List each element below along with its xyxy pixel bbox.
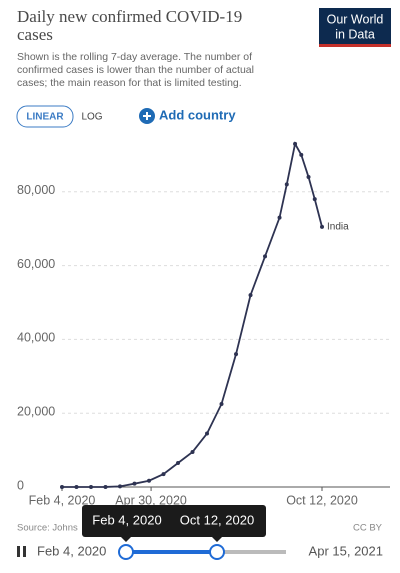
add-country[interactable]: Add country	[139, 107, 236, 124]
series-label: India	[327, 221, 349, 232]
data-point	[89, 485, 93, 489]
tooltip: Feb 4, 2020 Oct 12, 2020	[82, 505, 266, 542]
y-tick-label: 0	[17, 478, 24, 492]
data-point	[162, 472, 166, 476]
page: Daily new confirmed COVID-19 cases Shown…	[0, 0, 400, 573]
data-point	[234, 352, 238, 356]
data-point	[299, 153, 303, 157]
play-button[interactable]	[17, 546, 26, 557]
data-point	[104, 485, 108, 489]
x-tick-label: Oct 12, 2020	[286, 493, 358, 507]
y-tick-label: 60,000	[17, 257, 55, 271]
data-point	[118, 484, 122, 488]
data-point	[249, 293, 253, 297]
data-point	[220, 402, 224, 406]
logo-text: Our World	[327, 12, 384, 26]
data-point	[293, 142, 297, 146]
data-point	[60, 485, 64, 489]
chart-subtitle: confirmed cases is lower than the number…	[17, 64, 254, 76]
data-point	[75, 485, 79, 489]
y-tick-label: 40,000	[17, 331, 55, 345]
logo-text: in Data	[335, 27, 375, 41]
data-point	[285, 182, 289, 186]
data-point	[133, 482, 137, 486]
timeline-end: Apr 15, 2021	[309, 543, 383, 558]
linear-label: LINEAR	[26, 112, 64, 123]
tooltip-start: Feb 4, 2020	[92, 512, 161, 527]
data-point	[191, 450, 195, 454]
y-tick-label: 80,000	[17, 183, 55, 197]
timeline: Feb 4, 2020 Apr 15, 2021	[17, 543, 383, 559]
logo[interactable]: Our World in Data	[319, 8, 391, 47]
data-point	[263, 254, 267, 258]
data-point	[147, 479, 151, 483]
timeline-handle[interactable]	[210, 545, 224, 559]
timeline-handle[interactable]	[119, 545, 133, 559]
data-point	[320, 225, 324, 229]
chart-title: cases	[17, 25, 53, 44]
plot: 020,00040,00060,00080,000Feb 4, 2020Apr …	[17, 142, 390, 507]
tooltip-end: Oct 12, 2020	[180, 512, 254, 527]
chart-subtitle: cases; the main reason for that is limit…	[17, 77, 242, 89]
chart-subtitle: Shown is the rolling 7-day average. The …	[17, 51, 252, 63]
logo-strip	[319, 44, 391, 47]
chart-title: Daily new confirmed COVID-19	[17, 7, 242, 26]
timeline-start: Feb 4, 2020	[37, 543, 106, 558]
data-point	[205, 431, 209, 435]
data-point	[313, 197, 317, 201]
data-point	[307, 175, 311, 179]
tooltip-pointer	[121, 537, 222, 542]
y-tick-label: 20,000	[17, 404, 55, 418]
data-point	[278, 216, 282, 220]
data-point	[176, 461, 180, 465]
log-button[interactable]: LOG	[81, 112, 102, 123]
source: Source: Johns	[17, 523, 78, 534]
add-country-label: Add country	[159, 107, 236, 122]
series-line	[62, 144, 322, 487]
license: CC BY	[353, 523, 383, 534]
